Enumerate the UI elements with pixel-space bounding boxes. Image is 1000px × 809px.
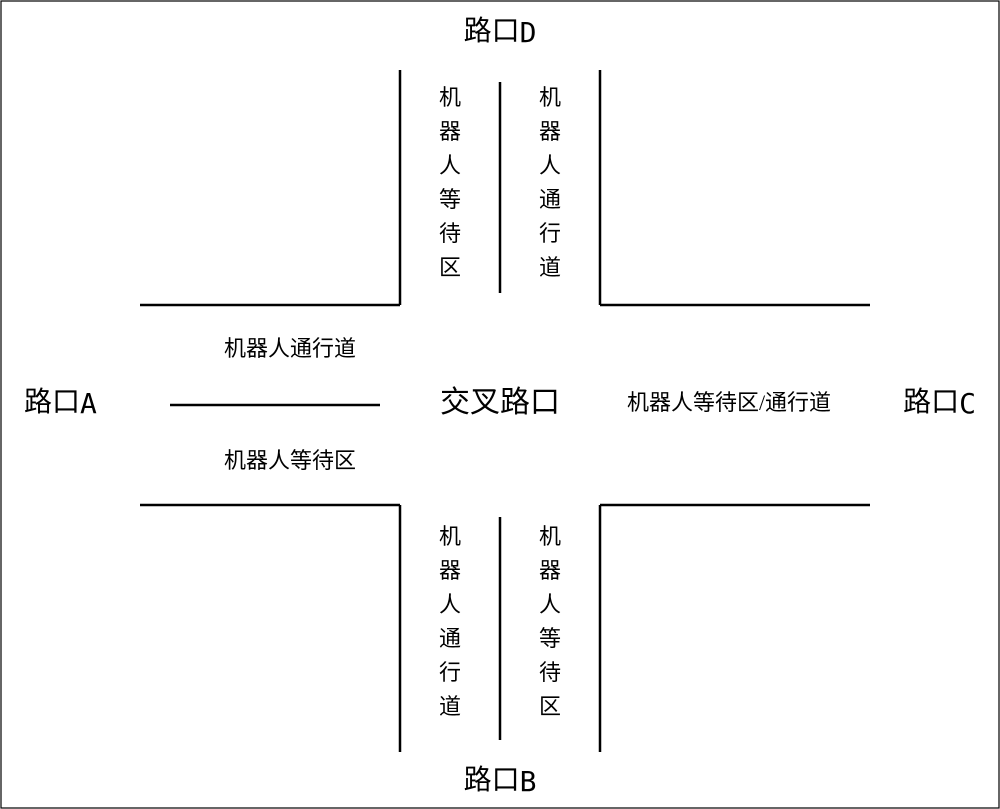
- label-top-left-lane-3: 等: [439, 187, 461, 212]
- label-top-right-lane-3: 通: [539, 187, 561, 212]
- label-bot-left-lane-4: 行: [439, 660, 461, 685]
- label-center: 交叉路口: [440, 386, 560, 419]
- label-intersection-d: 路口D: [464, 15, 537, 49]
- label-bot-right-lane-0: 机: [539, 524, 561, 549]
- label-top-left-lane-4: 待: [439, 221, 461, 246]
- label-top-left-lane-0: 机: [439, 85, 461, 110]
- label-top-right-lane-1: 器: [539, 119, 561, 144]
- label-bot-left-lane-1: 器: [439, 558, 461, 583]
- label-bot-right-lane-2: 人: [539, 592, 561, 617]
- label-bot-right-lane-3: 等: [539, 626, 561, 651]
- label-left-bot-lane: 机器人等待区: [224, 448, 356, 473]
- label-top-right-lane-4: 行: [539, 221, 561, 246]
- label-top-right-lane-5: 道: [539, 255, 561, 280]
- label-top-left-lane-2: 人: [439, 153, 461, 178]
- label-top-right-lane-0: 机: [539, 85, 561, 110]
- label-top-right-lane-2: 人: [539, 153, 561, 178]
- label-top-left-lane-5: 区: [439, 255, 461, 280]
- label-top-left-lane-1: 器: [439, 119, 461, 144]
- label-bot-left-lane-2: 人: [439, 592, 461, 617]
- label-bot-left-lane-3: 通: [439, 626, 461, 651]
- label-bot-right-lane-5: 区: [539, 694, 561, 719]
- label-left-top-lane: 机器人通行道: [224, 336, 356, 361]
- label-bot-right-lane-4: 待: [539, 660, 561, 685]
- label-intersection-b: 路口B: [464, 764, 537, 798]
- label-right-lane: 机器人等待区/通行道: [627, 390, 831, 415]
- label-intersection-c: 路口C: [903, 386, 976, 420]
- label-bot-left-lane-0: 机: [439, 524, 461, 549]
- label-bot-left-lane-5: 道: [439, 694, 461, 719]
- label-intersection-a: 路口A: [24, 386, 97, 420]
- label-bot-right-lane-1: 器: [539, 558, 561, 583]
